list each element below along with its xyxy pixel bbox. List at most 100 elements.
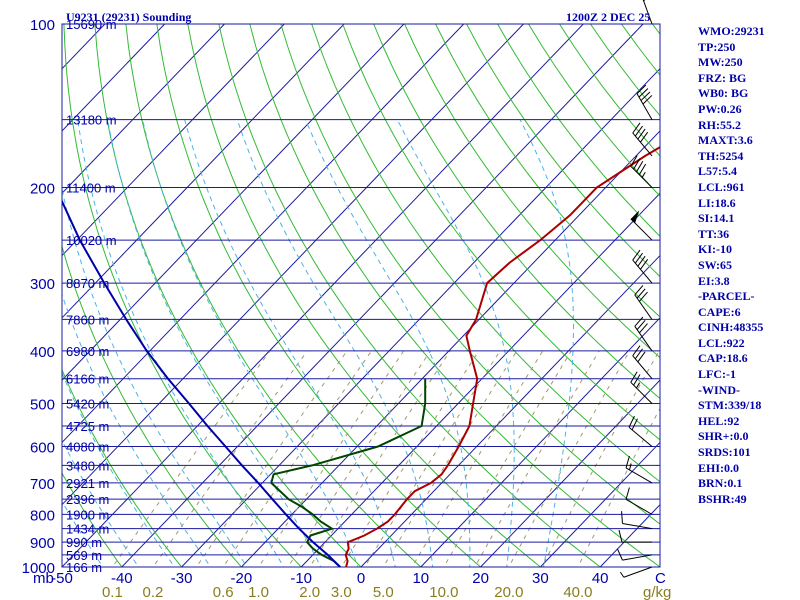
mixing-ratio-label: 3.0 (331, 584, 352, 600)
mixing-ratio-label: 0.6 (213, 584, 234, 600)
pressure-tick-label: 900 (30, 535, 55, 552)
wind-barb-staff (642, 0, 653, 25)
wind-barb-full (636, 84, 647, 94)
isotherm-line (121, 24, 644, 567)
wind-barb-staff (625, 467, 653, 484)
dry-adiabat-line (94, 24, 362, 567)
index-item: STM:339/18 (698, 398, 762, 413)
wind-barb-staff (623, 566, 653, 578)
moist-adiabat-line (62, 292, 212, 567)
temperature-unit-label: C (655, 570, 666, 587)
parcel-line (62, 199, 341, 567)
index-item: EI:3.8 (698, 273, 730, 288)
wind-barb-full (631, 418, 638, 431)
mixing-ratio-label: 0.2 (143, 584, 164, 600)
dry-adiabat-lines (62, 24, 660, 567)
dry-adiabat-line (466, 24, 660, 278)
wind-barb (636, 84, 653, 120)
temperature-tick-label: -40 (111, 570, 133, 587)
height-label: 569 m (66, 548, 102, 563)
wind-barb (618, 530, 652, 543)
height-label: 990 m (66, 535, 102, 550)
mixing-ratio-line (152, 350, 308, 567)
wind-barb-full (630, 155, 638, 167)
temperature-line (344, 146, 660, 567)
moist-adiabat-line (62, 500, 104, 567)
mixing-ratio-line (257, 350, 405, 567)
dry-adiabat-line (280, 24, 660, 525)
dewpoint-line (270, 378, 427, 567)
isotherm-line (62, 24, 524, 506)
wind-barb-full (640, 91, 651, 101)
isobar-lines (61, 23, 661, 568)
mixing-ratio-line (577, 407, 660, 567)
dry-adiabat-line (373, 24, 660, 400)
index-item: LI:18.6 (698, 195, 736, 210)
index-item: BSHR:49 (698, 491, 747, 506)
index-item: SW:65 (698, 257, 733, 272)
wind-barb-staff (636, 93, 653, 120)
wind-barb-full (632, 122, 641, 134)
dry-adiabat-line (125, 24, 422, 567)
dry-adiabat-line (404, 24, 660, 359)
wind-barb-full (618, 530, 623, 543)
wind-barb-full (637, 255, 646, 267)
wind-barb-flag (643, 0, 646, 2)
wind-barb (634, 285, 653, 320)
temperature-tick-label: 30 (532, 570, 549, 587)
index-item: MW:250 (698, 55, 743, 70)
mixing-ratio-line (222, 350, 372, 567)
index-item: TP:250 (698, 39, 736, 54)
moist-adiabat-line (236, 119, 434, 567)
wind-barb (625, 487, 653, 515)
dry-adiabat-line (342, 24, 660, 441)
index-item: CAP:18.6 (698, 351, 748, 366)
wind-barb-flag (630, 210, 640, 224)
index-item: L57:5.4 (698, 164, 737, 179)
wind-barb (632, 122, 653, 157)
wind-barb-staff (634, 294, 653, 320)
mixing-ratio-line (474, 350, 600, 567)
wind-barb-full (634, 348, 643, 360)
wind-barb-staff (630, 218, 653, 241)
height-label: 1434 m (66, 522, 109, 537)
wind-barb-full (640, 258, 649, 270)
index-item: CAPE:6 (698, 304, 741, 319)
index-item: BRN:0.1 (698, 476, 743, 491)
wind-barb-full (637, 128, 646, 140)
height-label: 1900 m (66, 507, 109, 522)
index-item: SHR+:0.0 (698, 429, 749, 444)
dry-adiabat-line (218, 24, 602, 567)
temperature-tick-label: -30 (171, 570, 193, 587)
height-label: 5420 m (66, 397, 109, 412)
height-label: 166 m (66, 560, 102, 575)
isotherm-line (62, 24, 465, 444)
index-item: LCL:961 (698, 179, 745, 194)
height-label: 15690 m (66, 17, 117, 32)
dry-adiabat-line (187, 24, 542, 567)
mixing-ratio-line (508, 350, 631, 567)
pressure-tick-label: 300 (30, 276, 55, 293)
wind-barb-staff (632, 355, 653, 380)
mixing-ratio-line (287, 350, 431, 567)
moist-adiabat-line (62, 186, 248, 567)
wind-barb-staff (632, 259, 653, 284)
temperature-tick-label: -20 (231, 570, 253, 587)
pressure-tick-label: 1000 (22, 560, 55, 577)
mixing-ratio-line (309, 350, 451, 567)
isotherm-line (62, 24, 405, 381)
mixing-ratio-label: 20.0 (494, 584, 523, 600)
wind-barb (634, 316, 653, 352)
height-label: 3480 m (66, 458, 109, 473)
wind-barb (616, 548, 653, 561)
index-item: TH:5254 (698, 148, 744, 163)
wind-barb (630, 210, 653, 241)
mixing-ratio-line (411, 350, 544, 567)
temperature-tick-label: 40 (592, 570, 609, 587)
mixing-ratio-lines (111, 350, 660, 567)
wind-barb-full (636, 319, 646, 330)
index-item: LFC:-1 (698, 367, 736, 382)
isotherm-line (420, 317, 660, 567)
mixing-ratio-line (382, 350, 518, 567)
